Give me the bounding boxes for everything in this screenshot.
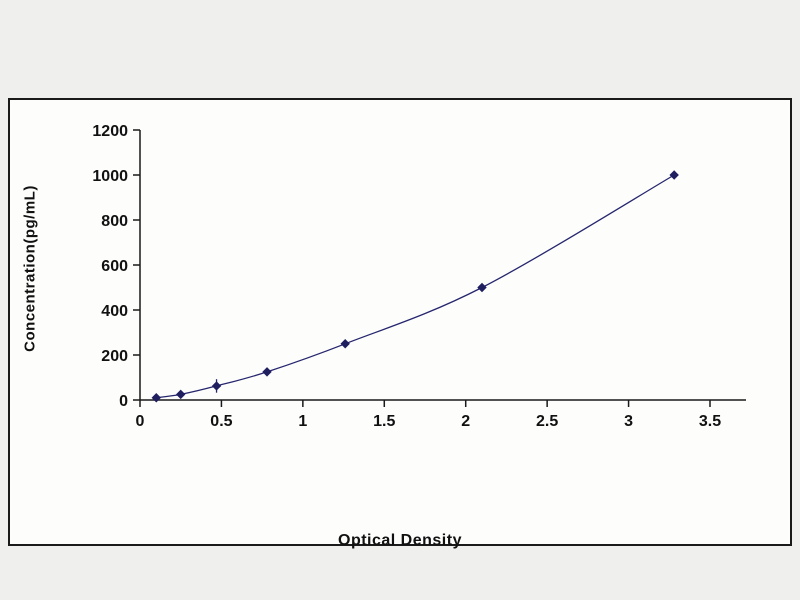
y-tick-label: 600 <box>101 258 128 275</box>
y-axis-label: Concentration(pg/mL) <box>21 185 39 352</box>
y-tick-label: 400 <box>101 303 128 320</box>
x-tick-label: 2 <box>461 413 470 430</box>
series-line <box>156 174 675 399</box>
data-point-marker <box>340 339 350 349</box>
x-tick-label: 0 <box>136 413 145 430</box>
data-point-marker <box>151 393 161 403</box>
data-point-marker <box>176 389 186 400</box>
x-tick-label: 1.5 <box>373 413 395 430</box>
y-tick-label: 0 <box>119 393 128 410</box>
y-tick-label: 800 <box>101 213 128 230</box>
y-tick-label: 1200 <box>92 123 128 140</box>
data-point-marker <box>262 367 272 377</box>
y-tick-label: 1000 <box>92 168 128 185</box>
data-point-marker <box>669 170 679 180</box>
x-tick-label: 3.5 <box>699 413 721 430</box>
x-tick-label: 2.5 <box>536 413 558 430</box>
x-tick-label: 1 <box>298 413 307 430</box>
standard-curve-chart-frame: 0 0.5 1 1.5 2 2.5 3 3.5 0 200 400 600 800 1000 1200 Op… <box>8 98 792 549</box>
data-point-marker <box>211 381 222 391</box>
data-point-marker <box>477 282 487 293</box>
standard-curve-plot: 0 0.5 1 1.5 2 2.5 3 3.5 0 200 400 600 800 1000 1200 <box>92 123 746 430</box>
x-tick-label: 0.5 <box>210 413 232 430</box>
x-tick-label: 3 <box>624 413 633 430</box>
x-axis-label: Optical Density <box>338 532 462 549</box>
y-tick-label: 200 <box>101 348 128 365</box>
